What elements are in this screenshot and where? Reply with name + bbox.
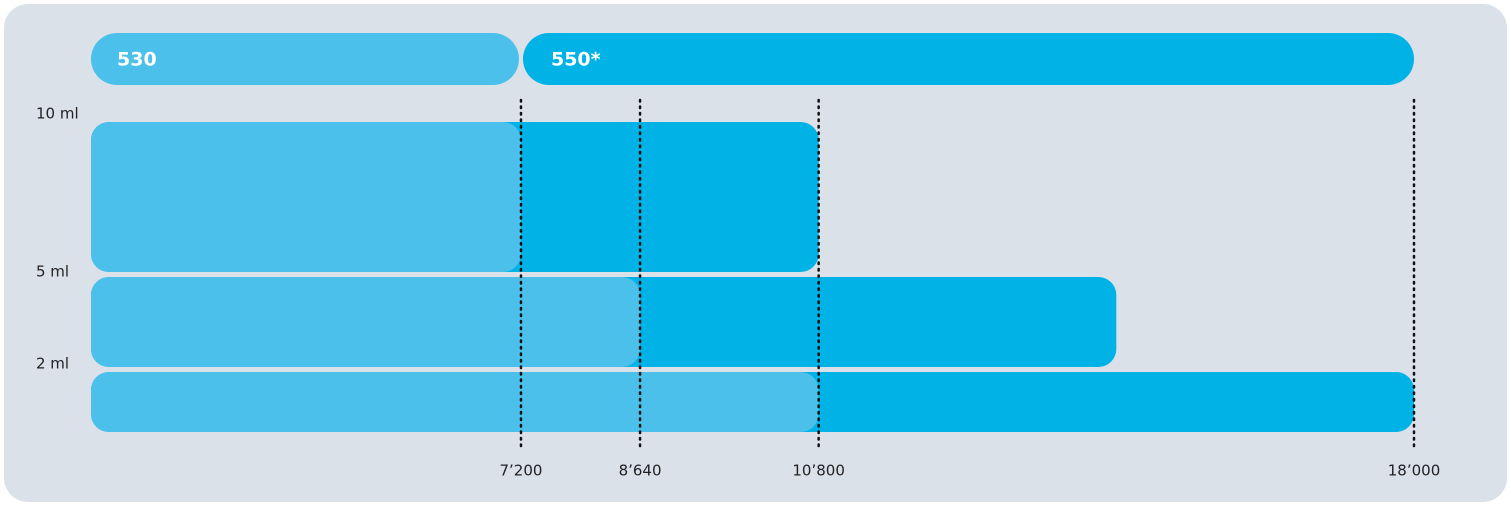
- legend-pill: [91, 33, 519, 85]
- bar: [91, 122, 521, 272]
- legend-label: 530: [117, 49, 157, 71]
- bar: [91, 277, 641, 367]
- row-label: 5 ml: [36, 263, 69, 281]
- legend-label: 550*: [551, 49, 601, 71]
- row-label: 10 ml: [36, 105, 79, 123]
- row-label: 2 ml: [36, 355, 69, 373]
- x-tick-label: 7’200: [499, 462, 542, 480]
- bar: [91, 372, 819, 432]
- x-tick-label: 18’000: [1388, 462, 1441, 480]
- x-tick-label: 10’800: [792, 462, 845, 480]
- x-tick-label: 8’640: [619, 462, 662, 480]
- legend-pill: [522, 33, 1414, 85]
